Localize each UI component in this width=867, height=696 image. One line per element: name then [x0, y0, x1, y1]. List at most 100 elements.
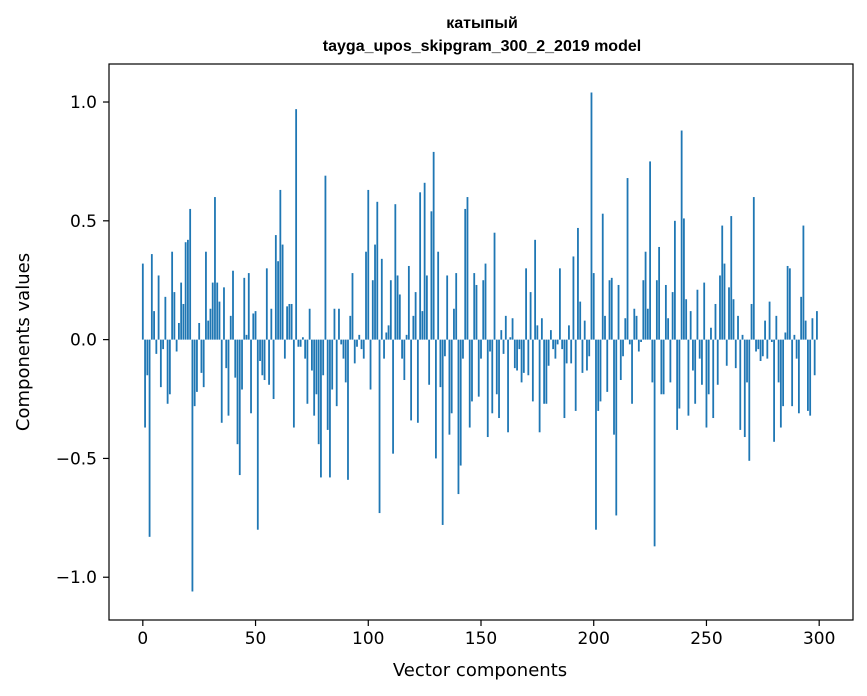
bar	[716, 339, 719, 385]
bar	[283, 339, 286, 359]
bar	[444, 339, 446, 357]
bar	[182, 303, 185, 340]
bar	[617, 284, 620, 340]
bar	[743, 339, 746, 438]
bar	[482, 280, 485, 340]
bar	[797, 339, 800, 414]
bar	[277, 261, 279, 340]
chart-subtitle: tayga_upos_skipgram_300_2_2019 model	[323, 38, 641, 55]
bar	[234, 339, 237, 378]
bar	[739, 339, 742, 430]
bar	[597, 339, 600, 411]
bar	[286, 306, 289, 340]
y-axis-label: Components values	[13, 253, 34, 431]
bar	[362, 339, 365, 359]
bar	[543, 339, 546, 404]
bar	[473, 273, 476, 340]
bar	[662, 339, 665, 395]
bar	[432, 151, 435, 340]
bar	[340, 339, 343, 345]
bar	[344, 339, 347, 383]
bar	[367, 189, 370, 340]
bar	[513, 339, 516, 369]
bar	[678, 339, 681, 409]
bar	[802, 225, 805, 340]
bar	[268, 339, 270, 385]
bar	[477, 339, 480, 397]
bar	[581, 339, 584, 373]
bar	[435, 339, 437, 459]
bar	[250, 339, 252, 414]
bar	[637, 339, 640, 352]
bar	[687, 339, 690, 416]
bar	[628, 339, 631, 345]
bar	[563, 339, 566, 419]
bar	[653, 339, 656, 547]
bar	[437, 251, 440, 340]
bar	[369, 339, 372, 390]
bar	[410, 339, 413, 421]
bar	[187, 239, 189, 340]
bar-series	[141, 92, 818, 592]
bar	[342, 339, 345, 359]
bar	[200, 339, 203, 373]
bar	[439, 339, 442, 388]
bar	[292, 339, 295, 428]
bar	[209, 308, 212, 340]
bar	[723, 263, 726, 340]
bar	[274, 235, 277, 340]
bar	[376, 201, 379, 340]
bar	[383, 339, 385, 359]
bar	[610, 277, 613, 340]
bar	[279, 189, 282, 340]
bar	[705, 339, 708, 428]
bar	[721, 225, 724, 340]
bar	[608, 280, 611, 340]
x-axis-label: Vector components	[393, 660, 567, 681]
bar	[549, 330, 552, 340]
bar	[698, 339, 701, 359]
bar	[153, 311, 155, 340]
bar	[516, 339, 518, 371]
bar	[290, 303, 293, 340]
bar	[565, 339, 568, 364]
bar	[669, 339, 672, 383]
bar	[304, 339, 307, 359]
bar	[254, 311, 257, 340]
bar	[407, 265, 410, 340]
bar	[692, 339, 694, 371]
bar	[577, 227, 579, 340]
bar	[480, 339, 482, 359]
bar	[673, 220, 676, 340]
bar	[351, 273, 354, 340]
bar	[333, 308, 336, 340]
bar	[412, 315, 415, 340]
bar	[642, 280, 645, 340]
bar	[299, 339, 302, 347]
bar	[775, 315, 778, 340]
bar	[502, 339, 505, 354]
bar	[586, 339, 588, 371]
bar	[606, 339, 609, 392]
bar	[322, 339, 325, 376]
bar	[353, 339, 356, 364]
bar	[813, 339, 816, 376]
bar	[768, 301, 771, 340]
bar	[159, 339, 162, 388]
bar	[455, 273, 458, 340]
bar	[779, 339, 782, 428]
bar	[403, 339, 406, 381]
bar	[807, 339, 809, 411]
bar	[425, 275, 428, 340]
bar	[308, 308, 311, 340]
bar	[737, 315, 739, 340]
bar	[144, 339, 146, 428]
bar	[554, 339, 557, 359]
bar	[338, 308, 340, 340]
bar	[590, 92, 593, 340]
bar	[570, 339, 573, 364]
bar	[180, 282, 183, 340]
bar	[766, 339, 769, 359]
bar	[651, 339, 654, 383]
bar	[552, 339, 555, 350]
